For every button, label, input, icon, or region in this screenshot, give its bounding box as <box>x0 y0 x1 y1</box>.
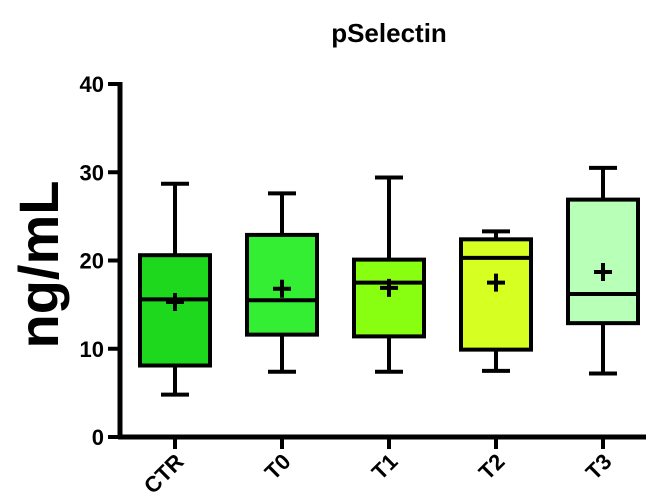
y-tick-label: 40 <box>80 72 104 97</box>
box-t3 <box>566 197 640 326</box>
x-tick-label-t3: T3 <box>581 449 617 485</box>
chart-title: pSelectin <box>331 18 447 48</box>
x-tick-label-t2: T2 <box>474 449 510 485</box>
y-axis-label: ng/mL <box>7 181 70 349</box>
y-tick-label: 30 <box>80 160 104 185</box>
mean-marker-ctr <box>166 292 184 311</box>
mean-marker-t1 <box>380 278 398 297</box>
x-tick-label-ctr: CTR <box>139 449 189 499</box>
mean-marker-t3 <box>594 262 612 281</box>
y-tick-label: 20 <box>80 249 104 274</box>
box-t1 <box>352 257 426 339</box>
y-tick-label: 0 <box>92 425 104 450</box>
mean-marker-t0 <box>273 279 291 298</box>
y-tick-label: 10 <box>80 337 104 362</box>
x-tick-label-t0: T0 <box>260 449 296 485</box>
plot-area: 0 10 20 30 40 CTR T0 T1 T2 T3 <box>80 72 646 499</box>
x-tick-label-t1: T1 <box>367 449 403 485</box>
mean-marker-t2 <box>487 273 505 292</box>
